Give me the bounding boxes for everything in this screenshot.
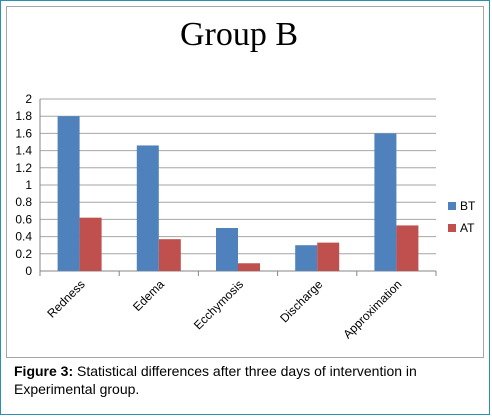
y-tick-label: 1.6	[15, 126, 32, 140]
y-tick-label: 0.2	[15, 247, 32, 261]
y-tick-label: 0.4	[15, 230, 32, 244]
category-label: Discharge	[277, 277, 325, 325]
chart-title: Group B	[179, 16, 299, 53]
y-tick-label: 1.8	[15, 109, 32, 123]
y-tick-label: 1.4	[15, 144, 32, 158]
y-tick-label: 1.2	[15, 161, 32, 175]
bar-at	[158, 239, 181, 271]
y-axis-ticks: 0 0.2 0.4 0.6 0.8 1 1.2 1.4 1.6 1.8 2	[15, 92, 32, 278]
bar-bt	[57, 116, 80, 271]
chart-area	[6, 6, 484, 358]
bar-bt	[374, 133, 397, 271]
category-label: Ecchymosis	[191, 277, 246, 332]
y-tick-label: 0	[25, 264, 32, 278]
bar-at	[396, 225, 419, 271]
bars	[57, 116, 419, 271]
y-tick-label: 0.8	[15, 195, 32, 209]
bar-at	[79, 217, 102, 271]
y-tick-label: 0.6	[15, 212, 32, 226]
bar-at	[317, 242, 340, 271]
bar-bt	[216, 228, 238, 271]
bar-bt	[136, 145, 159, 271]
bar-bt	[295, 245, 318, 271]
category-label: Redness	[44, 277, 87, 320]
category-label: Edema	[130, 277, 167, 314]
y-tick-label: 2	[25, 92, 32, 106]
caption-text: Statistical differences after three days…	[14, 363, 417, 397]
figure-caption: Figure 3: Statistical differences after …	[14, 362, 478, 398]
legend-label-bt: BT	[460, 199, 476, 213]
legend-swatch-bt	[448, 202, 456, 210]
y-tick-label: 1	[25, 178, 32, 192]
legend-swatch-at	[448, 224, 456, 232]
caption-label: Figure 3:	[14, 363, 74, 379]
category-label: Approximation	[340, 277, 404, 341]
bar-at	[238, 263, 260, 271]
category-labels: Redness Edema Ecchymosis Discharge Approxima…	[44, 277, 404, 341]
legend: BT AT	[448, 199, 476, 235]
bar-chart: 0 0.2 0.4 0.6 0.8 1 1.2 1.4 1.6 1.8 2 Redness Edema…	[15, 92, 476, 341]
legend-label-at: AT	[460, 221, 475, 235]
